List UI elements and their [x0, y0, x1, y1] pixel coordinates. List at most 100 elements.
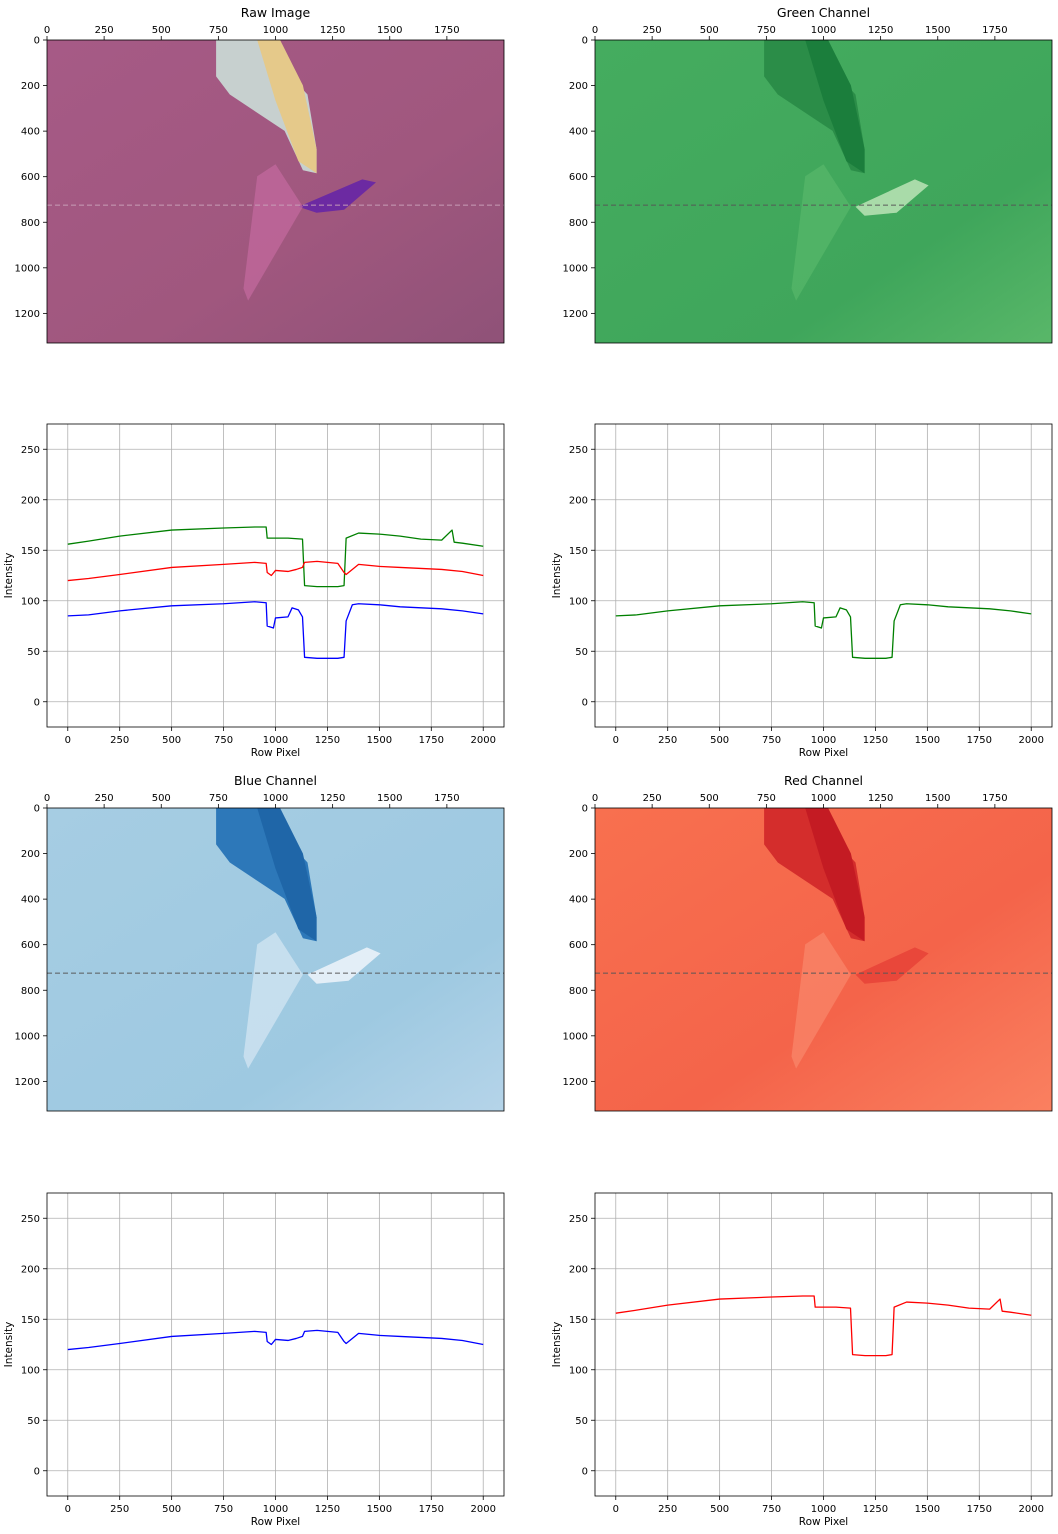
y-tick-label: 0 [34, 697, 40, 708]
x-tick-label: 750 [209, 25, 228, 36]
x-tick-label: 1250 [863, 1504, 888, 1515]
y-tick-label: 0 [582, 1466, 588, 1477]
y-tick-label: 400 [569, 895, 588, 906]
x-axis-label: Row Pixel [251, 1516, 300, 1528]
y-tick-label: 200 [569, 1264, 588, 1275]
y-tick-label: 800 [569, 218, 588, 229]
x-axis-label: Row Pixel [799, 1516, 848, 1528]
x-tick-label: 750 [214, 1504, 233, 1515]
y-tick-label: 100 [569, 596, 588, 607]
y-tick-label: 200 [21, 81, 40, 92]
x-tick-label: 750 [762, 735, 781, 746]
y-tick-label: 400 [569, 127, 588, 138]
x-tick-label: 500 [162, 1504, 181, 1515]
x-tick-label: 1000 [811, 735, 836, 746]
y-tick-label: 600 [21, 172, 40, 183]
y-tick-label: 250 [21, 445, 40, 456]
x-tick-label: 1500 [377, 793, 402, 804]
x-tick-label: 0 [65, 1504, 71, 1515]
x-tick-label: 750 [209, 793, 228, 804]
y-tick-label: 50 [575, 647, 588, 658]
x-tick-label: 1250 [868, 793, 893, 804]
y-tick-label: 1000 [15, 263, 40, 274]
x-tick-label: 1500 [367, 1504, 392, 1515]
y-tick-label: 100 [21, 596, 40, 607]
x-tick-label: 1250 [315, 1504, 340, 1515]
x-tick-label: 0 [592, 793, 598, 804]
y-tick-label: 1200 [563, 309, 588, 320]
image-panel-blue: Blue Channel 0 250 500 750 1000 1250 1500 1750 0 2… [15, 773, 504, 1111]
y-tick-label: 50 [27, 1416, 40, 1427]
panel-title: Red Channel [784, 773, 863, 788]
x-tick-label: 250 [658, 1504, 677, 1515]
y-tick-label: 0 [582, 804, 588, 815]
y-tick-label: 0 [34, 36, 40, 47]
x-tick-label: 250 [110, 1504, 129, 1515]
x-tick-label: 1750 [434, 793, 459, 804]
x-tick-label: 250 [658, 735, 677, 746]
x-tick-label: 0 [592, 25, 598, 36]
x-tick-label: 1750 [982, 25, 1007, 36]
x-tick-label: 500 [700, 793, 719, 804]
x-tick-label: 1750 [967, 735, 992, 746]
x-tick-label: 0 [44, 25, 50, 36]
y-tick-label: 150 [569, 1315, 588, 1326]
x-tick-label: 0 [65, 735, 71, 746]
y-axis-label: Intensity [551, 553, 563, 599]
y-tick-label: 200 [21, 495, 40, 506]
y-tick-label: 0 [582, 36, 588, 47]
x-tick-label: 1250 [868, 25, 893, 36]
x-tick-label: 1000 [811, 1504, 836, 1515]
x-tick-label: 1500 [925, 793, 950, 804]
x-tick-label: 1250 [320, 25, 345, 36]
y-tick-label: 1200 [15, 1077, 40, 1088]
y-tick-label: 1200 [563, 1077, 588, 1088]
panel-title: Green Channel [777, 5, 870, 20]
x-tick-label: 750 [214, 735, 233, 746]
x-tick-label: 0 [44, 793, 50, 804]
x-tick-label: 750 [762, 1504, 781, 1515]
y-tick-label: 200 [569, 849, 588, 860]
y-tick-label: 400 [21, 127, 40, 138]
x-tick-label: 1000 [263, 735, 288, 746]
image-panel-raw: Raw Image 0 250 500 750 1000 1250 1500 1750 0 200 4… [15, 5, 504, 343]
x-tick-label: 0 [613, 735, 619, 746]
y-tick-label: 0 [582, 697, 588, 708]
x-tick-label: 2000 [1019, 735, 1044, 746]
x-tick-label: 500 [710, 1504, 729, 1515]
y-tick-label: 200 [21, 1264, 40, 1275]
x-tick-label: 1500 [377, 25, 402, 36]
y-tick-label: 600 [569, 172, 588, 183]
x-tick-label: 1750 [434, 25, 459, 36]
x-tick-label: 1750 [419, 735, 444, 746]
x-tick-label: 1000 [811, 25, 836, 36]
x-tick-label: 1250 [315, 735, 340, 746]
y-tick-label: 1000 [563, 263, 588, 274]
x-tick-label: 250 [643, 793, 662, 804]
x-tick-label: 1500 [915, 1504, 940, 1515]
x-tick-label: 250 [95, 793, 114, 804]
y-tick-label: 600 [569, 940, 588, 951]
x-tick-label: 0 [613, 1504, 619, 1515]
x-tick-label: 1000 [263, 25, 288, 36]
profile-panel: 0 250 500 750 1000 1250 1500 1750 2000 0 50 100 150 2… [551, 424, 1052, 759]
y-axis-label: Intensity [551, 1322, 563, 1368]
y-tick-label: 100 [21, 1365, 40, 1376]
y-tick-label: 200 [569, 495, 588, 506]
x-tick-label: 2000 [471, 1504, 496, 1515]
x-tick-label: 1500 [367, 735, 392, 746]
x-tick-label: 1000 [263, 793, 288, 804]
y-tick-label: 800 [569, 986, 588, 997]
y-tick-label: 150 [569, 546, 588, 557]
panel-title: Blue Channel [234, 773, 317, 788]
y-tick-label: 1000 [563, 1031, 588, 1042]
x-axis-label: Row Pixel [251, 747, 300, 759]
x-tick-label: 1500 [915, 735, 940, 746]
y-tick-label: 600 [21, 940, 40, 951]
x-tick-label: 500 [700, 25, 719, 36]
y-tick-label: 400 [21, 895, 40, 906]
x-tick-label: 1750 [419, 1504, 444, 1515]
y-tick-label: 250 [569, 445, 588, 456]
x-tick-label: 250 [95, 25, 114, 36]
